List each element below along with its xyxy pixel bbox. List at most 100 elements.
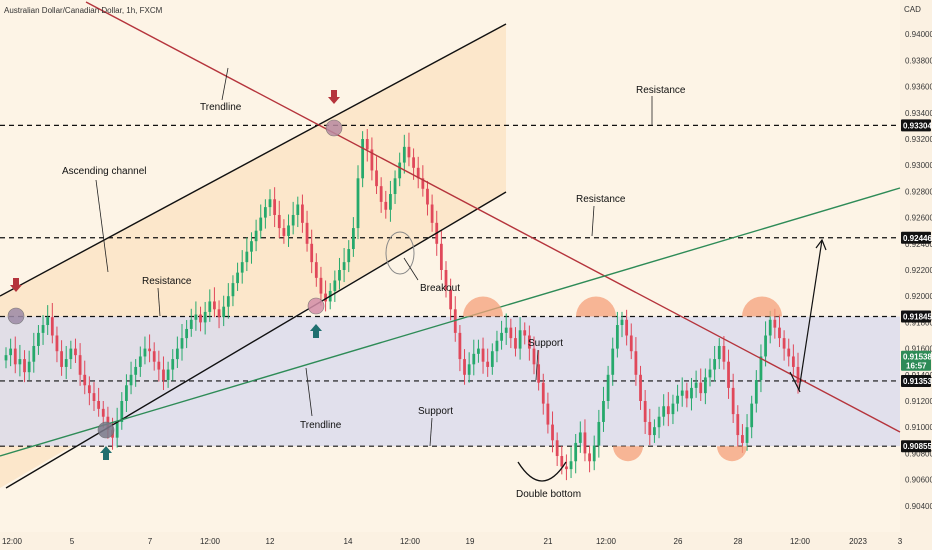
price-tick-label: 0.92200 [905, 266, 932, 275]
candle-body [92, 393, 96, 401]
candle-body [764, 335, 767, 357]
candle-body [236, 272, 239, 284]
candle-body [398, 162, 402, 179]
trendlines-layer [0, 1, 901, 489]
candle-body [703, 377, 707, 394]
candle-body [199, 314, 202, 323]
candle-body [514, 338, 517, 349]
candle-body [222, 306, 226, 318]
candle-body [412, 157, 415, 168]
candle-body [226, 296, 230, 307]
price-tick-label: 0.93000 [905, 161, 932, 170]
candle-body [185, 328, 189, 339]
time-tick-label: 19 [466, 537, 475, 546]
candle-body [83, 374, 87, 386]
double-bottom-arc [517, 461, 567, 482]
candle-body [319, 277, 323, 294]
candle-body [699, 382, 703, 394]
teal-up-arrow-icon [310, 324, 322, 338]
candle-body [597, 421, 601, 446]
candle-body [291, 214, 295, 226]
candle-body [203, 311, 207, 323]
touch-point-marker [325, 119, 343, 137]
price-tick-label: 0.93200 [905, 135, 932, 144]
candle-body [213, 301, 216, 310]
candle-body [365, 139, 369, 150]
price-tick-label: 0.92400 [905, 240, 932, 249]
candle-body [208, 301, 212, 312]
candle-body [189, 319, 193, 329]
candle-body [296, 204, 300, 215]
candle-body [175, 348, 179, 360]
candle-body [134, 366, 138, 375]
candle-body [606, 374, 610, 401]
resistance-top-highlight [742, 296, 782, 317]
resistance-top-highlight [463, 296, 503, 317]
candle-body [407, 146, 411, 158]
candle-body [741, 435, 744, 443]
price-level-badge [901, 310, 931, 323]
candle-body [541, 382, 545, 404]
annotation-pointer [305, 367, 313, 417]
annotation-label: Support [528, 338, 563, 349]
time-tick-label: 2023 [849, 537, 867, 546]
annotation-label: Trendline [300, 420, 342, 431]
candle-body [361, 139, 365, 179]
candle-body [305, 222, 309, 244]
projection-arrowhead [815, 238, 827, 251]
candle-body [463, 359, 466, 375]
candle-body [518, 330, 522, 349]
candle-body [282, 228, 286, 236]
candle-body [676, 395, 679, 404]
candle-body [486, 361, 490, 367]
candle-body [713, 359, 717, 370]
candle-body [736, 414, 740, 436]
candle-body [97, 401, 101, 409]
candle-body [37, 332, 40, 346]
candle-body [347, 249, 351, 263]
candle-body [263, 207, 267, 218]
price-tick-label: 0.91600 [905, 345, 932, 354]
candle-body [41, 325, 45, 333]
candle-body [602, 401, 605, 422]
annotation-label: Ascending channel [62, 166, 147, 177]
price-tick-label: 0.92800 [905, 187, 932, 196]
time-tick-label: 26 [674, 537, 683, 546]
candle-body [231, 283, 235, 297]
candle-body [194, 314, 198, 320]
candle-body [639, 374, 642, 401]
current-price-text: 0.91538 [903, 353, 932, 362]
resistance-top-highlight [576, 296, 616, 317]
price-tick-label: 0.92600 [905, 214, 932, 223]
channel-lower-line [5, 191, 507, 489]
price-tick-label: 0.93800 [905, 56, 932, 65]
candle-body [78, 355, 82, 375]
annotations-layer: Trendline Ascending channel Resistance Resi… [62, 67, 686, 500]
candle-body [240, 262, 244, 273]
candle-body [500, 332, 503, 341]
time-tick-label: 12:00 [200, 537, 221, 546]
candle-body [324, 293, 327, 302]
candle-body [245, 251, 249, 263]
candle-body [342, 262, 346, 270]
candle-body [152, 351, 156, 362]
candle-body [444, 270, 448, 290]
candle-body [273, 199, 277, 215]
candle-body [287, 225, 290, 236]
time-tick-label: 12:00 [596, 537, 617, 546]
descending-trendline [85, 1, 901, 433]
projection-arrow-tail [789, 371, 801, 393]
candle-body [611, 348, 615, 375]
candles-layer [4, 129, 800, 481]
current-price-badge [901, 350, 931, 371]
time-tick-label: 28 [734, 537, 743, 546]
candle-body [592, 445, 596, 462]
candle-body [4, 355, 8, 361]
annotation-label: Double bottom [516, 489, 581, 500]
price-level-badge-text: 0.90855 [903, 442, 932, 451]
candle-body [555, 440, 559, 457]
price-tick-label: 0.91200 [905, 397, 932, 406]
candle-body [472, 353, 476, 365]
ascending-trendline [0, 187, 901, 457]
candle-body [416, 167, 420, 179]
